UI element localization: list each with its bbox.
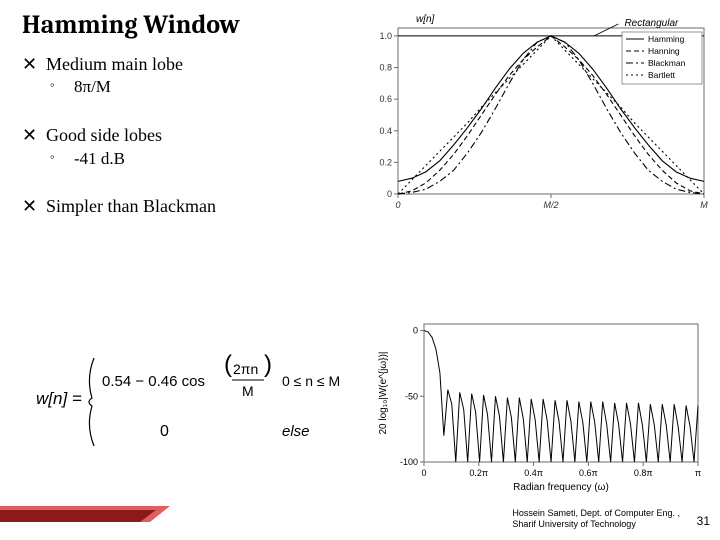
window-functions-chart: 0 0.2 0.4 0.6 0.8 1.0 0 M/2 M Rectangular w[n] Hamm… — [356, 6, 712, 216]
annotation-arrow — [594, 24, 618, 36]
bullet-marker: ✕ — [22, 194, 36, 218]
formula-frac-top: 2πn — [233, 361, 258, 377]
ylabel: w[n] — [416, 14, 435, 25]
legend-label: Bartlett — [648, 70, 676, 80]
xtick-label: 0 — [395, 200, 400, 210]
formula-row1-expr: 0.54 − 0.46 cos — [102, 373, 205, 390]
brace-icon — [89, 358, 94, 446]
ytick-label: 0 — [413, 326, 418, 336]
paren-right-icon: ) — [264, 352, 272, 378]
bullet-marker: ✕ — [22, 52, 36, 76]
xtick-label: M — [700, 200, 708, 210]
footer-line2: Sharif University of Technology — [512, 519, 680, 530]
ytick-label: 0.6 — [379, 94, 392, 104]
ytick-label: 0.8 — [379, 63, 392, 73]
bullet-text: Medium main lobe — [46, 52, 183, 76]
legend-label: Blackman — [648, 58, 686, 68]
magnitude-series — [424, 331, 698, 462]
xtick-label: 0.8π — [634, 468, 653, 478]
bullet-text: Good side lobes — [46, 123, 162, 147]
ytick-label: 1.0 — [379, 31, 392, 41]
xtick-label: 0 — [421, 468, 426, 478]
xtick-label: 0.4π — [524, 468, 543, 478]
legend-label: Hanning — [648, 46, 680, 56]
right-column: 00.20.40.60.81.00M/2MRectangularw[n]Hamm… — [362, 52, 698, 243]
paren-left-icon: ( — [224, 352, 232, 378]
formula-row1-cond: 0 ≤ n ≤ M — [282, 373, 340, 389]
formula-frac-bot: M — [242, 383, 254, 399]
xtick-label: 0.6π — [579, 468, 598, 478]
subbullet-marker: ◦ — [50, 148, 64, 171]
bullet-list: ✕ Medium main lobe ◦ 8π/M ✕ Good side lobes… — [22, 52, 362, 243]
bullet-item: ✕ Good side lobes ◦ -41 d.B — [22, 123, 362, 170]
ytick-label: 0 — [387, 189, 392, 199]
subbullet-text: 8π/M — [74, 76, 111, 99]
bullet-text: Simpler than Blackman — [46, 194, 216, 218]
formula-row2-cond: else — [282, 423, 310, 440]
subbullet-text: -41 d.B — [74, 148, 125, 171]
ytick-label: -50 — [405, 391, 418, 401]
formula-row2-expr: 0 — [160, 423, 169, 440]
formula-svg: w[n] = 0.54 − 0.46 cos ( ) 2πn M 0 ≤ n ≤… — [36, 352, 346, 448]
formula-lhs: w[n] = — [36, 389, 82, 408]
rectangular-label: Rectangular — [624, 18, 679, 29]
bullet-item: ✕ Medium main lobe ◦ 8π/M — [22, 52, 362, 99]
ytick-label: 0.2 — [379, 157, 392, 167]
magnitude-response-chart: -100 -50 0 0 0.2π 0.4π 0.6π 0.8π π Radian frequen… — [372, 314, 708, 492]
ylabel: 20 log₁₀|W(e^{jω})| — [378, 351, 389, 434]
page-number: 31 — [697, 514, 710, 528]
ytick-label: -100 — [400, 457, 418, 467]
xtick-label: π — [695, 468, 701, 478]
content-area: ✕ Medium main lobe ◦ 8π/M ✕ Good side lobes… — [0, 48, 720, 243]
bullet-item: ✕ Simpler than Blackman — [22, 194, 362, 218]
legend-label: Hamming — [648, 34, 685, 44]
formula: w[n] = 0.54 − 0.46 cos ( ) 2πn M 0 ≤ n ≤… — [36, 352, 346, 448]
xtick-label: M/2 — [543, 200, 558, 210]
footer-attribution: Hossein Sameti, Dept. of Computer Eng. ,… — [512, 508, 680, 530]
bullet-marker: ✕ — [22, 123, 36, 147]
subbullet-marker: ◦ — [50, 76, 64, 99]
ytick-label: 0.4 — [379, 126, 392, 136]
decorative-bar — [0, 506, 170, 522]
footer-line1: Hossein Sameti, Dept. of Computer Eng. , — [512, 508, 680, 519]
xtick-label: 0.2π — [469, 468, 488, 478]
xlabel: Radian frequency (ω) — [513, 482, 609, 492]
